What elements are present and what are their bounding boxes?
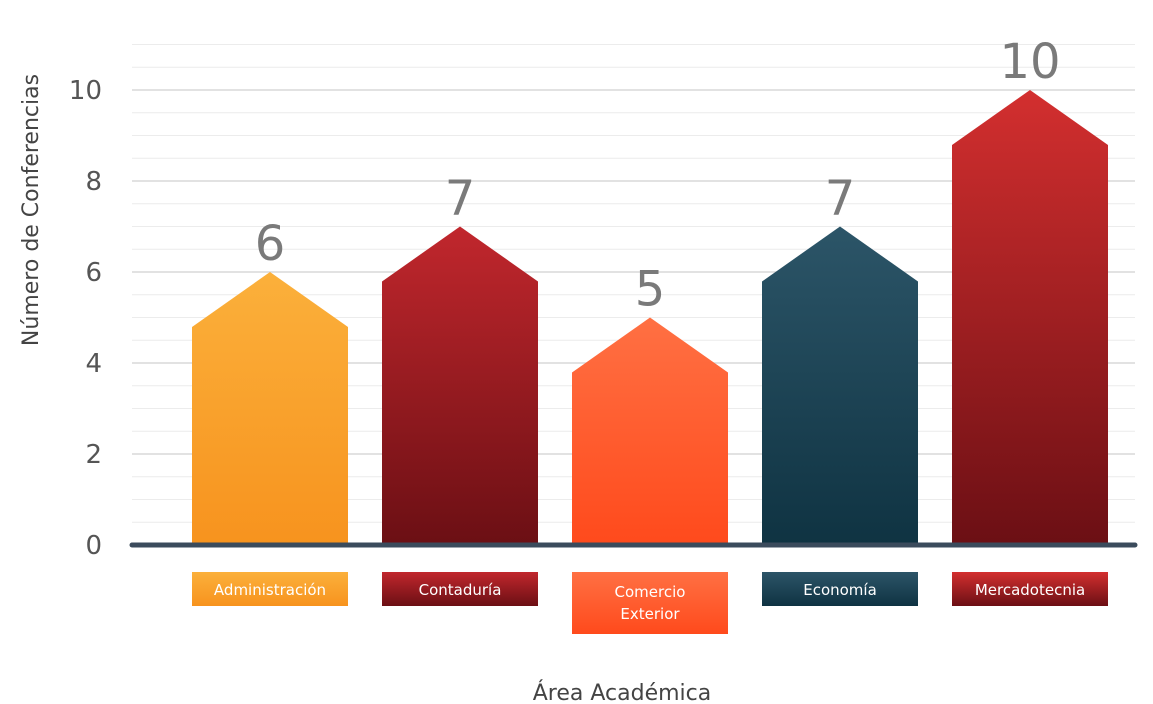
x-tick-label: Exterior [620, 605, 680, 623]
y-axis-title: Número de Conferencias [19, 74, 44, 346]
x-tick-label: Administración [214, 581, 326, 599]
y-tick-label: 4 [85, 349, 102, 379]
y-tick-label: 6 [85, 258, 102, 288]
bar-mercadotecnia [952, 90, 1108, 545]
bars [192, 90, 1108, 545]
x-tick-label: Comercio [615, 583, 686, 601]
axes: 0 2 4 6 8 10 [69, 76, 1138, 561]
data-label: 7 [445, 171, 476, 227]
category-tag [762, 572, 918, 606]
category-tag [192, 572, 348, 606]
y-tick-label: 0 [85, 531, 102, 561]
data-label: 7 [825, 171, 856, 227]
category-tag [572, 572, 728, 634]
data-label: 6 [255, 216, 286, 272]
x-tick-label: Economía [803, 581, 877, 599]
category-tag [382, 572, 538, 606]
data-label: 5 [635, 262, 666, 318]
x-tick-label: Contaduría [419, 581, 502, 599]
y-tick-label: 8 [85, 167, 102, 197]
bar-administración [192, 272, 348, 545]
y-tick-label: 2 [85, 440, 102, 470]
data-label: 10 [999, 34, 1060, 90]
labels: 6 Administración 7 Contaduría 5 Comercio Exter… [192, 34, 1108, 634]
bar-economía [762, 226, 918, 545]
bar-comercio-exterior [572, 317, 728, 545]
category-tag [952, 572, 1108, 606]
y-tick-label: 10 [69, 76, 102, 106]
bar-contaduría [382, 226, 538, 545]
x-tick-label: Mercadotecnia [975, 581, 1085, 599]
x-axis-title: Área Académica [533, 680, 711, 704]
